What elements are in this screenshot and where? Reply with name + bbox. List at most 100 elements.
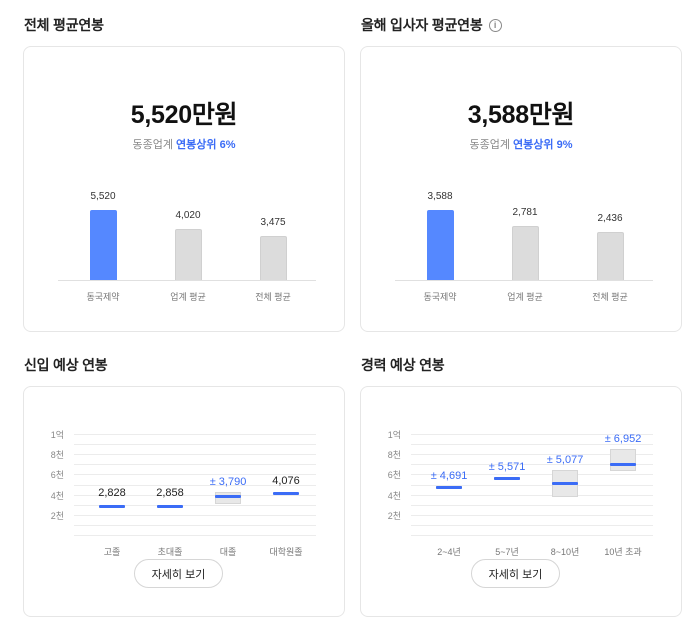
overall-salary-card: 5,520만원 동종업계 연봉상위 6% 5,520 동국제약 4,020 업계 평균… xyxy=(23,46,345,332)
bar-1 xyxy=(174,229,202,280)
grid-line xyxy=(74,434,316,435)
career-detail-button[interactable]: 자세히 보기 xyxy=(471,559,560,588)
chart-baseline xyxy=(395,280,653,281)
value-label: 4,076 xyxy=(272,474,300,487)
value-label: ± 5,571 xyxy=(488,461,526,474)
newhire-rank-highlight: 연봉상위 9% xyxy=(513,139,573,151)
grid-line xyxy=(74,464,316,465)
bar-value-label: 3,588 xyxy=(427,191,453,202)
newhire-salary-title: 올해 입사자 평균연봉 i xyxy=(361,15,502,35)
bar-category-label: 전체 평균 xyxy=(255,292,291,302)
mean-marker xyxy=(552,482,578,486)
grid-line xyxy=(74,505,316,506)
grid-line xyxy=(74,485,316,486)
grid-line xyxy=(411,495,653,496)
career-salary-card: 자세히 보기 1억 8천 6천 4천 2천 ± 4,691 2~4년 ± 5,571 5~7년 ±… xyxy=(360,386,682,617)
overall-rank-line: 동종업계 연봉상위 6% xyxy=(24,136,344,152)
grid-line xyxy=(74,535,316,536)
grid-line xyxy=(411,474,653,475)
entry-salary-title-text: 신입 예상 연봉 xyxy=(24,357,108,373)
category-label: 5~7년 xyxy=(495,547,519,557)
overall-rank-prefix: 동종업계 xyxy=(132,139,173,151)
category-label: 8~10년 xyxy=(550,547,580,557)
entry-salary-card: 자세히 보기 1억 8천 6천 4천 2천 2,828 고졸 2,858 초대졸 ± 3,790 대… xyxy=(23,386,345,617)
bar-value-label: 4,020 xyxy=(175,210,201,221)
grid-line xyxy=(411,515,653,516)
grid-line xyxy=(411,464,653,465)
mean-marker xyxy=(99,504,125,508)
y-tick-label: 4천 xyxy=(387,490,401,501)
y-tick-label: 2천 xyxy=(387,510,401,521)
bar-0 xyxy=(426,210,454,280)
career-salary-title: 경력 예상 연봉 xyxy=(361,355,445,375)
entry-detail-button[interactable]: 자세히 보기 xyxy=(134,559,223,588)
bar-0 xyxy=(89,210,117,280)
y-tick-label: 6천 xyxy=(50,470,64,481)
range-box xyxy=(610,449,636,472)
value-label: ± 5,077 xyxy=(546,453,584,466)
newhire-salary-card: 3,588만원 동종업계 연봉상위 9% 3,588 동국제약 2,781 업계 평균… xyxy=(360,46,682,332)
bar-2 xyxy=(596,232,624,280)
grid-line xyxy=(411,505,653,506)
bar-category-label: 업계 평균 xyxy=(170,292,206,302)
value-label: ± 6,952 xyxy=(604,433,642,446)
category-label: 2~4년 xyxy=(437,547,461,557)
bar-category-label: 전체 평균 xyxy=(592,292,628,302)
y-tick-label: 8천 xyxy=(50,450,64,461)
newhire-salary-title-text: 올해 입사자 평균연봉 xyxy=(361,17,483,33)
y-tick-label: 1억 xyxy=(50,430,64,440)
overall-salary-title-text: 전체 평균연봉 xyxy=(24,17,104,33)
bar-1 xyxy=(511,226,539,280)
mean-marker xyxy=(494,477,520,481)
overall-salary-value: 5,520만원 xyxy=(130,101,238,129)
category-label: 대졸 xyxy=(219,547,237,557)
grid-line xyxy=(74,495,316,496)
value-label: 2,828 xyxy=(98,487,126,500)
category-label: 초대졸 xyxy=(157,547,183,557)
y-tick-label: 8천 xyxy=(387,450,401,461)
bar-value-label: 3,475 xyxy=(260,217,286,228)
career-salary-title-text: 경력 예상 연봉 xyxy=(361,357,445,373)
newhire-rank-prefix: 동종업계 xyxy=(469,139,510,151)
bar-value-label: 2,436 xyxy=(597,213,623,224)
bar-category-label: 동국제약 xyxy=(86,292,120,302)
info-icon[interactable]: i xyxy=(488,18,502,32)
overall-rank-highlight: 연봉상위 6% xyxy=(176,139,236,151)
bar-2 xyxy=(259,236,287,280)
grid-line xyxy=(411,444,653,445)
overall-salary-title: 전체 평균연봉 xyxy=(24,15,104,35)
category-label: 대학원졸 xyxy=(269,547,303,557)
value-label: 2,858 xyxy=(156,487,184,500)
grid-line xyxy=(74,474,316,475)
y-tick-label: 4천 xyxy=(50,490,64,501)
grid-line xyxy=(411,454,653,455)
y-tick-label: 6천 xyxy=(387,470,401,481)
value-label: ± 3,790 xyxy=(209,476,247,489)
newhire-rank-line: 동종업계 연봉상위 9% xyxy=(361,136,681,152)
value-label: ± 4,691 xyxy=(430,469,468,482)
grid-line xyxy=(411,434,653,435)
y-tick-label: 2천 xyxy=(50,510,64,521)
mean-marker xyxy=(273,492,299,496)
bar-value-label: 2,781 xyxy=(512,207,538,218)
mean-marker xyxy=(215,495,241,499)
category-label: 10년 초과 xyxy=(604,547,642,557)
grid-line xyxy=(411,525,653,526)
category-label: 고졸 xyxy=(103,547,121,557)
newhire-salary-value: 3,588만원 xyxy=(467,101,575,129)
grid-line xyxy=(74,444,316,445)
chart-baseline xyxy=(58,280,316,281)
mean-marker xyxy=(610,463,636,467)
y-tick-label: 1억 xyxy=(387,430,401,440)
grid-line xyxy=(74,515,316,516)
grid-line xyxy=(411,485,653,486)
mean-marker xyxy=(157,504,183,508)
bar-category-label: 동국제약 xyxy=(423,292,457,302)
mean-marker xyxy=(436,486,462,490)
bar-value-label: 5,520 xyxy=(90,191,116,202)
grid-line xyxy=(411,535,653,536)
bar-category-label: 업계 평균 xyxy=(507,292,543,302)
entry-salary-title: 신입 예상 연봉 xyxy=(24,355,108,375)
grid-line xyxy=(74,454,316,455)
grid-line xyxy=(74,525,316,526)
